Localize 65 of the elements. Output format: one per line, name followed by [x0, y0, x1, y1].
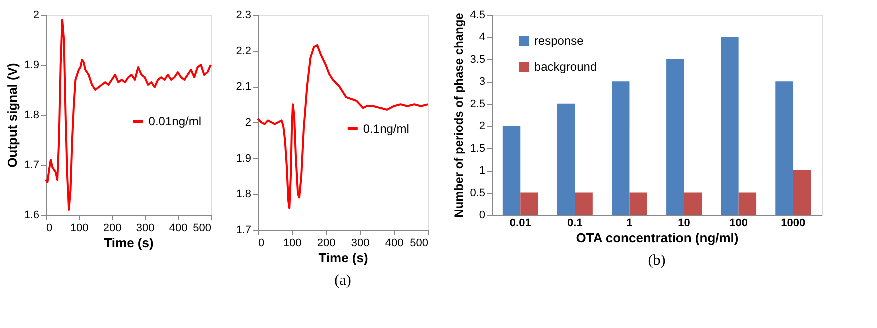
x-tick-label: 0.01 [510, 218, 532, 230]
y-tick-label: 1.6 [24, 210, 40, 222]
y-tick-label: 3 [479, 76, 486, 88]
bar [520, 192, 538, 215]
x-tick-label: 200 [103, 222, 122, 234]
y-tick-label: 2 [33, 10, 40, 22]
y-tick-label: 0.5 [470, 187, 486, 200]
x-axis-title: Time (s) [104, 236, 154, 250]
y-tick-label: 2.1 [236, 81, 252, 94]
y-tick-label: 2 [245, 117, 252, 129]
bar [721, 37, 739, 215]
x-tick-label: 500 [410, 238, 428, 250]
legend-label: background [534, 60, 598, 74]
bar [776, 82, 794, 215]
y-tick-label: 1.9 [24, 60, 40, 72]
x-tick-label: 500 [193, 222, 212, 234]
x-tick-label: 100 [283, 238, 302, 250]
text: (b) [648, 253, 666, 269]
y-tick-label: 2 [479, 120, 486, 133]
line-series [257, 44, 429, 210]
y-tick-label: 1.8 [236, 188, 252, 201]
bar [557, 104, 576, 215]
bar [738, 192, 757, 215]
x-tick-label: 300 [136, 222, 155, 234]
y-tick-label: 4 [479, 32, 486, 44]
bar [684, 192, 702, 215]
x-tick-label: 400 [385, 238, 404, 250]
y-tick-label: 1.5 [470, 142, 486, 155]
bar [630, 192, 648, 215]
legend-label: 0.1ng/ml [363, 122, 410, 136]
x-axis-title: Time (s) [318, 250, 368, 266]
legend-label: 0.01ng/ml [148, 114, 202, 128]
x-tick-label: 0 [46, 222, 53, 234]
y-tick-label: 1 [479, 165, 486, 178]
bar [575, 192, 593, 215]
x-tick-label: 300 [351, 238, 370, 250]
y-axis-title: Number of periods of phase change [452, 12, 466, 218]
bar [666, 59, 684, 215]
legend-label: response [534, 34, 584, 48]
y-tick-label: 2.2 [236, 45, 252, 58]
y-tick-label: 1.7 [24, 160, 40, 172]
y-axis-title: Output signal (V) [5, 63, 20, 168]
y-tick-label: 4.5 [470, 10, 486, 22]
y-tick-label: 3.5 [470, 54, 486, 66]
x-tick-label: 0.1 [568, 218, 583, 230]
bar [612, 82, 630, 215]
y-tick-label: 1.8 [24, 110, 40, 122]
x-tick-label: 0 [258, 238, 265, 250]
text: (a) [334, 273, 352, 289]
bar [502, 126, 521, 215]
y-tick-label: 1.7 [236, 224, 252, 236]
x-tick-label: 100 [70, 222, 89, 234]
bar [793, 170, 812, 215]
x-tick-label: 200 [317, 238, 336, 250]
x-axis-title: OTA concentration (ng/ml) [576, 230, 739, 246]
line-series [45, 19, 212, 211]
x-tick-label: 1 [626, 218, 633, 230]
y-tick-label: 2.3 [236, 10, 252, 22]
y-tick-label: 1.9 [236, 152, 252, 165]
x-tick-label: 400 [169, 222, 188, 234]
x-tick-label: 100 [730, 218, 748, 230]
y-tick-label: 0 [479, 210, 486, 222]
x-tick-label: 1000 [781, 218, 806, 230]
y-tick-label: 2.5 [470, 98, 486, 110]
x-tick-label: 10 [678, 218, 690, 230]
